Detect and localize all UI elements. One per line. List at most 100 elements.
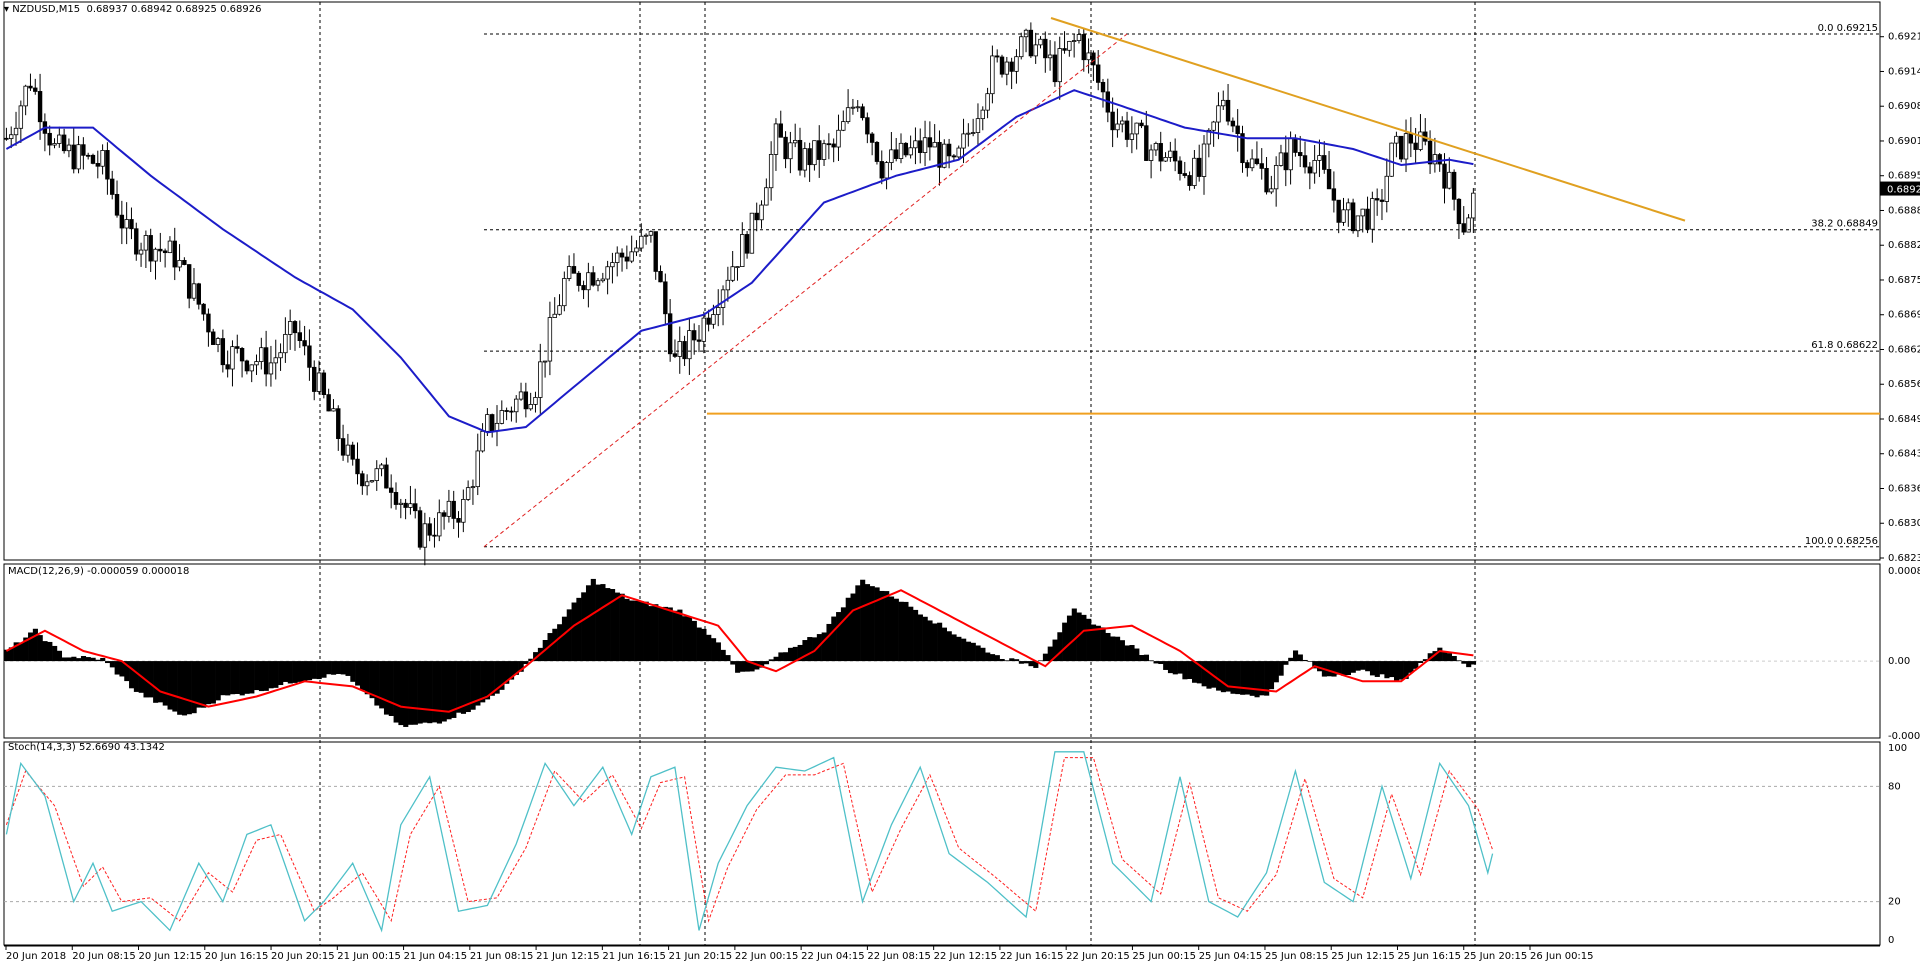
candle-up [913,140,918,149]
candle-up [716,307,721,315]
moving-average-line [5,89,1474,434]
time-tick-label: 22 Jun 20:15 [1066,951,1130,962]
candle-down [1081,34,1086,61]
macd-bar [715,642,721,662]
macd-bar [1225,661,1231,692]
macd-bar [672,610,678,662]
candle-up [475,450,480,488]
candle-up [461,499,466,523]
price-tick-label: 0.68495 [1888,414,1920,425]
candle-down [148,235,153,262]
candle-down [1225,99,1231,122]
candle-up [470,486,476,489]
macd-bar [1191,661,1198,683]
macd-bar [1288,657,1294,662]
candle-down [85,154,91,157]
candle-down [1283,152,1288,171]
macd-bar [552,628,558,662]
macd-bar [711,638,717,662]
macd-bar [109,661,115,668]
candle-down [105,150,110,180]
candle-down [1259,163,1264,169]
macd-bar [855,585,861,662]
macd-bar [1326,661,1332,677]
macd-bar [605,588,611,662]
macd-bar [1028,661,1034,667]
macd-bar [869,586,875,662]
macd-bar [1110,636,1116,662]
candle-down [71,144,76,170]
macd-bar [1038,660,1044,662]
candle-up [138,249,144,255]
macd-bar [831,616,837,662]
macd-bar [1437,647,1443,662]
stoch-tick-label: 80 [1888,781,1901,792]
candle-up [566,266,572,279]
macd-bar [686,616,693,662]
macd-bar [95,659,101,662]
macd-bar [1355,661,1361,671]
candle-down [946,143,952,157]
time-tick-label: 20 Jun 08:15 [72,951,136,962]
time-tick-label: 26 Jun 00:15 [1530,951,1594,962]
candle-up [1370,198,1375,230]
candle-down [1302,155,1308,168]
macd-bar [475,661,481,706]
candle-down [1240,133,1245,164]
macd-bar [1042,653,1048,662]
candle-up [562,278,567,307]
candle-down [37,91,43,123]
macd-bar [422,661,428,723]
candle-down [1307,166,1313,174]
macd-bar [186,661,192,715]
macd-bar [528,658,534,662]
macd-bar [1129,645,1135,662]
candle-down [413,503,418,512]
candle-down [817,140,822,160]
macd-bar [465,661,471,713]
candle-up [1346,202,1351,211]
candle-up [687,330,692,360]
macd-bar [220,661,226,696]
macd-bar [1047,646,1053,662]
macd-bar [1393,661,1400,681]
macd-bar [1182,661,1188,680]
macd-bar [441,661,447,722]
candle-down [201,303,206,315]
time-tick-label: 22 Jun 00:15 [735,951,799,962]
macd-bar [980,647,986,662]
macd-bar [1466,661,1472,668]
candle-up [773,123,779,155]
macd-bar [1398,661,1404,680]
macd-bar [571,602,577,662]
candle-down [1264,167,1269,193]
candle-down [61,134,67,152]
candle-down [4,137,9,140]
macd-bar [1134,648,1140,662]
resistance-trendline [1050,17,1686,222]
current-price-box [1880,181,1920,196]
candle-up [1389,142,1394,177]
macd-bar [807,637,813,662]
candle-down [47,132,52,146]
candle-down [523,391,529,410]
macd-bar [1432,651,1438,662]
macd-bar [1119,640,1125,662]
macd-bar [1360,661,1366,670]
macd-bar [1220,661,1226,693]
macd-bar [720,649,726,662]
macd-bar [581,592,587,662]
candle-down [999,56,1005,75]
candle-down [874,141,880,162]
candle-up [124,219,129,229]
macd-bar [989,654,996,662]
macd-bar [494,661,500,694]
collapse-triangle-icon[interactable]: ▾ [4,4,13,15]
candle-up [278,352,283,359]
macd-bar [417,661,423,724]
macd-bar [913,609,919,662]
candle-down [196,283,201,305]
macd-bar [937,622,943,662]
